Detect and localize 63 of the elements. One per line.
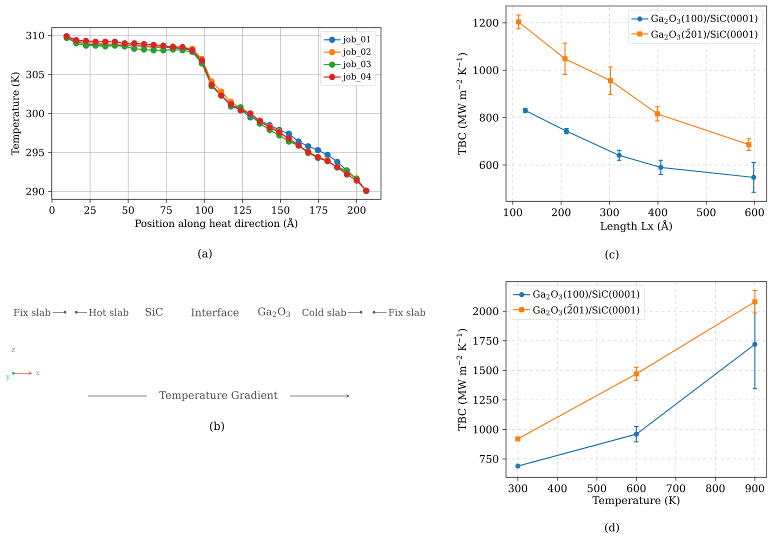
y-axis-title: TBC (MW m$^{−2}$ K$^{−1}$) [456, 53, 468, 155]
legend-label: Ga$_{2}$O$_{3}$(2̄01)/SiC(0001) [651, 28, 758, 40]
legend-label: job_02 [342, 48, 371, 57]
y-axis-title: TBC (MW m$^{−2}$ K$^{−1}$) [456, 328, 468, 431]
text: Ga$_{2}$O$_{3}$ [258, 308, 290, 318]
x-tick-label: 100 [196, 206, 214, 214]
x-tick-label: 150 [272, 206, 290, 214]
x-tick-label: 800 [706, 484, 725, 492]
x-tick-label: 300 [600, 208, 619, 216]
x-tick-label: 50 [122, 206, 134, 214]
y-tick-label: 1250 [474, 396, 498, 404]
x-tick-label: 400 [648, 208, 668, 216]
text: (b) [210, 422, 224, 432]
legend-label: Ga$_{2}$O$_{3}$(2̄01)/SiC(0001) [533, 304, 640, 316]
x-tick-label: 175 [310, 206, 328, 214]
x-tick-label: 75 [160, 206, 172, 214]
y-tick-label: 310 [26, 32, 44, 40]
y-tick-label: 1000 [474, 66, 498, 74]
text: Fix slab [14, 308, 50, 316]
x-axis-title: Position along heat direction (Å) [135, 218, 298, 230]
text: (d) [605, 522, 619, 534]
text: (c) [606, 250, 618, 260]
text: Temperature Gradient [159, 390, 278, 402]
y-tick-label: 305 [26, 70, 44, 78]
x-tick-label: 500 [588, 484, 606, 492]
x-tick-label: 900 [746, 484, 764, 492]
x-tick-label: 300 [508, 484, 528, 492]
text: Fix slab [388, 308, 426, 316]
text: SiC [146, 308, 163, 316]
y-tick-label: 1000 [474, 425, 498, 434]
y-tick-label: 600 [480, 161, 498, 169]
legend-label: job_04 [342, 73, 371, 82]
y-tick-label: 1200 [474, 18, 498, 27]
text: Cold slab [302, 308, 346, 316]
text: (a) [198, 248, 212, 260]
y-tick-label: 750 [480, 455, 498, 463]
y-tick-label: 295 [26, 148, 44, 156]
legend-label: Ga$_{2}$O$_{3}$(100)/SiC(0001) [533, 290, 640, 300]
y-tick-label: 300 [26, 110, 44, 118]
y-tick-label: 1750 [474, 336, 498, 345]
y-tick-label: 290 [26, 188, 44, 196]
legend-label: Ga$_{2}$O$_{3}$(100)/SiC(0001) [651, 14, 758, 24]
x-axis-title: Temperature (K) [592, 496, 680, 506]
x-tick-label: 600 [627, 484, 646, 492]
x-tick-label: 700 [666, 484, 686, 492]
text: Hot slab [89, 308, 128, 316]
x-tick-label: 100 [504, 208, 522, 216]
x-tick-label: 600 [745, 208, 764, 216]
y-tick-label: 800 [480, 114, 498, 122]
legend-label: job_03 [342, 60, 371, 70]
x-tick-label: 0 [49, 206, 55, 214]
x-tick-label: 200 [348, 206, 366, 214]
y-axis-title: Temperature (K) [11, 72, 21, 156]
x-axis-title: Length Lx (Å) [600, 220, 672, 232]
x-tick-label: 200 [552, 208, 570, 216]
text: Interface [191, 308, 239, 316]
y-tick-label: 1500 [474, 366, 498, 374]
legend-label: job_01 [342, 36, 370, 44]
x-tick-label: 125 [234, 206, 252, 214]
x-tick-label: 500 [697, 208, 716, 216]
x-tick-label: 400 [548, 484, 567, 492]
x-tick-label: 25 [84, 206, 96, 214]
y-tick-label: 2000 [473, 307, 498, 316]
